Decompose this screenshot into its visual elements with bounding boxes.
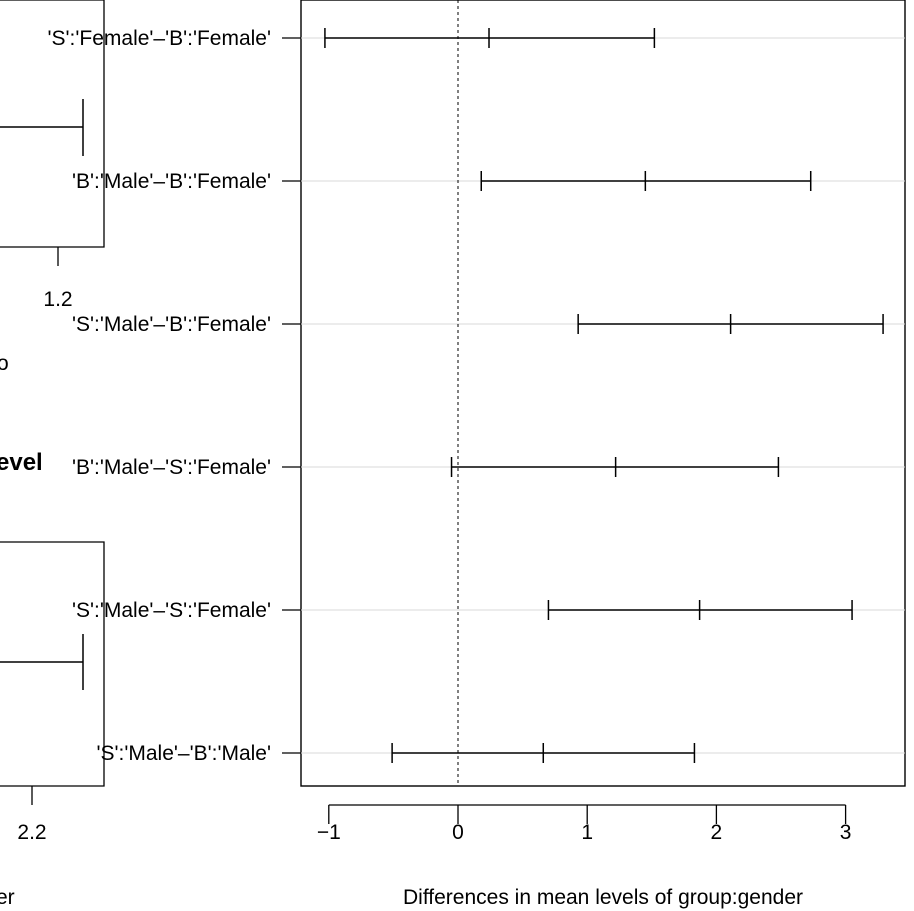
background-panel-bottom: 2.2 evel er [0, 449, 105, 909]
x-tick-label: 3 [840, 821, 852, 844]
x-axis: −1 0 1 2 3 [317, 804, 852, 844]
y-axis-labels: 'S':'Female'–'B':'Female' 'B':'Male'–'B':… [48, 27, 301, 765]
main-panel: 'S':'Female'–'B':'Female' 'B':'Male'–'B':… [48, 0, 906, 909]
background-panel-top-frame [0, 0, 105, 248]
background-panel-bottom-title-fragment: evel [0, 449, 43, 476]
comparison-label: 'S':'Female'–'B':'Female' [48, 27, 271, 50]
background-panel-bottom-xlabel-fragment: er [0, 886, 15, 909]
x-tick-label: 0 [452, 821, 464, 844]
background-panel-top: 1.2 o [0, 0, 105, 375]
x-axis-label: Differences in mean levels of group:gend… [403, 886, 803, 909]
background-panel-bottom-tick-label: 2.2 [17, 821, 46, 844]
x-tick-label: 2 [711, 821, 723, 844]
x-tick-label: −1 [317, 821, 341, 844]
main-plot-frame [300, 0, 906, 787]
comparison-label: 'B':'Male'–'B':'Female' [72, 170, 271, 193]
background-panel-top-xlabel-fragment: o [0, 352, 9, 375]
comparison-label: 'S':'Male'–'B':'Female' [72, 313, 271, 336]
x-tick-label: 1 [581, 821, 593, 844]
comparison-label: 'S':'Male'–'S':'Female' [72, 599, 271, 622]
background-panel-top-tick-label: 1.2 [43, 288, 72, 311]
gridlines [301, 37, 905, 754]
background-panel-bottom-frame [0, 541, 105, 787]
comparison-label: 'B':'Male'–'S':'Female' [72, 456, 271, 479]
comparison-label: 'S':'Male'–'B':'Male' [97, 742, 271, 765]
error-bars [324, 28, 884, 763]
